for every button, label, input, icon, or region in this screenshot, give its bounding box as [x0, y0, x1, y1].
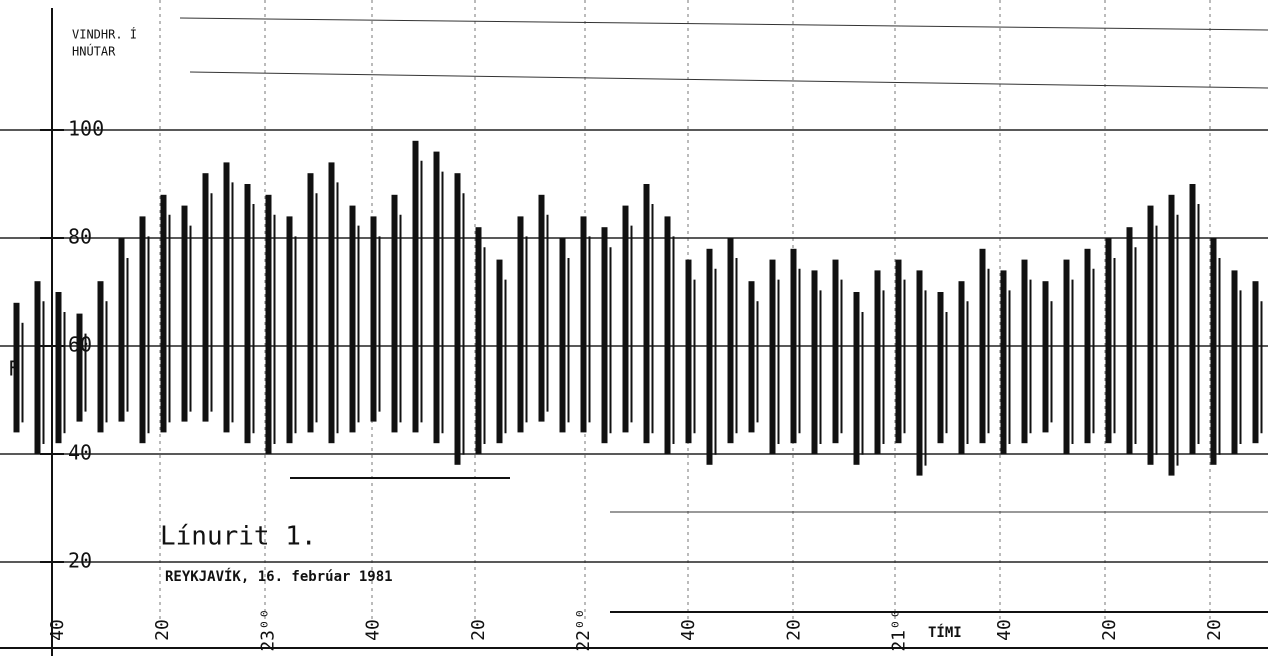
- wind-range: [391, 194, 398, 433]
- wind-range: [706, 248, 713, 465]
- wind-range: [664, 216, 671, 454]
- chart-paper: [159, 0, 1268, 620]
- wind-range: [223, 162, 230, 433]
- wind-range: [307, 173, 314, 433]
- wind-range: [727, 238, 734, 444]
- wind-range: [244, 184, 251, 444]
- wind-range: [454, 173, 461, 465]
- wind-range: [1168, 194, 1175, 476]
- wind-range: [769, 259, 776, 454]
- wind-range: [118, 238, 125, 422]
- wind-range: [34, 281, 41, 454]
- y-tick-label: 20: [68, 549, 92, 573]
- wind-range: [1189, 184, 1196, 454]
- wind-range: [874, 270, 881, 454]
- wind-range: [622, 205, 629, 433]
- wind-range: [412, 140, 419, 433]
- x-tick-label: 40: [994, 619, 1015, 641]
- wind-range: [979, 248, 986, 444]
- wind-range: [433, 151, 440, 444]
- wind-range: [538, 194, 545, 422]
- wind-range: [496, 259, 503, 444]
- wind-range: [160, 194, 167, 433]
- wind-range: [580, 216, 587, 433]
- wind-range: [1021, 259, 1028, 444]
- wind-range: [517, 216, 524, 433]
- wind-range: [748, 281, 755, 433]
- x-tick-label: 22⁰⁰: [573, 608, 594, 651]
- wind-range: [1126, 227, 1133, 454]
- x-tick-label: 40: [47, 619, 68, 641]
- wind-range: [181, 205, 188, 422]
- x-tick-label: 40: [363, 619, 384, 641]
- y-label: VINDHR. Í: [72, 27, 137, 42]
- x-tick-label: 20: [468, 619, 489, 641]
- chart-title: Línurit 1.: [160, 522, 317, 552]
- wind-range: [895, 259, 902, 444]
- wind-range: [139, 216, 146, 444]
- wind-range: [790, 248, 797, 444]
- x-tick-label: 40: [678, 619, 699, 641]
- wind-range: [811, 270, 818, 454]
- wind-range: [937, 292, 944, 444]
- wind-range: [202, 173, 209, 422]
- wind-range: [286, 216, 293, 444]
- y-tick-label: 40: [68, 441, 92, 465]
- wind-range: [13, 302, 20, 433]
- wind-range: [832, 259, 839, 444]
- x-tick-label: 21⁰⁰: [889, 608, 910, 651]
- wind-range: [1252, 281, 1259, 444]
- wind-range: [1147, 205, 1154, 465]
- x-tick-label: 20: [152, 619, 173, 641]
- x-tick-label: 20: [1204, 619, 1225, 641]
- wind-range: [916, 270, 923, 476]
- y-tick-label: 100: [68, 117, 104, 141]
- wind-range: [76, 313, 83, 422]
- wind-range: [601, 227, 608, 444]
- y-label: HNÚTAR: [72, 44, 116, 59]
- wind-range: [328, 162, 335, 444]
- x-tick-label: 20: [1099, 619, 1120, 641]
- wind-range: [1000, 270, 1007, 454]
- wind-range: [55, 292, 62, 444]
- wind-range: [370, 216, 377, 422]
- x-tick-label: 23⁰⁰: [257, 608, 278, 651]
- wind-range: [1105, 238, 1112, 444]
- y-tick-label: 80: [68, 225, 92, 249]
- wind-range: [685, 259, 692, 444]
- wind-range: [1231, 270, 1238, 454]
- wind-range: [853, 292, 860, 465]
- wind-range: [97, 281, 104, 433]
- wind-range: [559, 238, 566, 433]
- wind-range: [1042, 281, 1049, 433]
- wind-range: [958, 281, 965, 454]
- chart-subtitle: REYKJAVÍK, 16. febrúar 1981: [165, 568, 393, 585]
- wind-range: [265, 194, 272, 455]
- wind-range: [643, 184, 650, 444]
- wind-range: [1084, 248, 1091, 444]
- wind-range: [475, 227, 482, 454]
- x-tick-label: 20: [783, 619, 804, 641]
- wind-range: [349, 205, 356, 433]
- wind-range: [1210, 238, 1217, 465]
- wind-range: [1063, 259, 1070, 454]
- annotation: TÍMI: [928, 624, 962, 641]
